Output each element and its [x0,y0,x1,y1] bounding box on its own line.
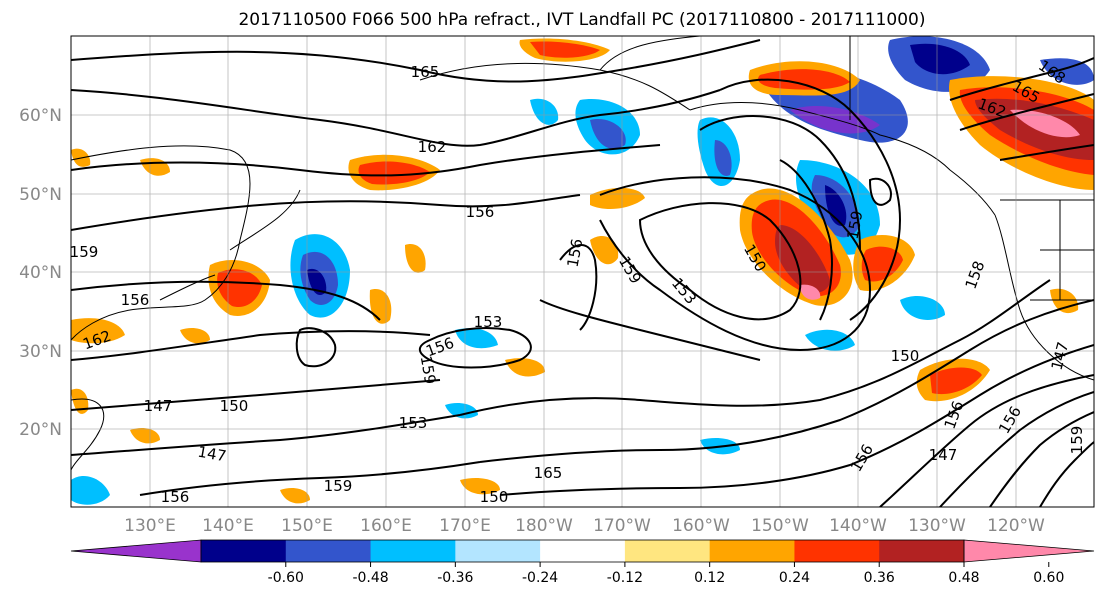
colorbar-tick-label: -0.60 [268,570,304,586]
colorbar-tick-label: 0.36 [864,570,895,586]
latitude-labels: 60°N 50°N 40°N 30°N 20°N [19,106,62,440]
contour-label: 159 [844,209,867,240]
height-contours [71,39,1094,507]
colorbar-segment [455,540,541,562]
figure-title: 2017110500 F066 500 hPa refract., IVT La… [238,10,925,30]
lon-tick-label: 140°E [202,516,254,536]
lon-tick-label: 130°W [908,516,966,536]
contour-label: 147 [929,446,958,464]
lon-tick-label: 150°W [751,516,809,536]
lon-tick-label: 120°W [987,516,1045,536]
colorbar-frame [200,539,965,563]
colorbar-extend-high [963,539,1095,563]
colorbar-tick-label: -0.36 [437,570,473,586]
lon-tick-label: 170°E [439,516,491,536]
contour-label: 147 [196,443,227,466]
colorbar-tick-label: 0.12 [694,570,725,586]
lon-tick-label: 150°E [281,516,333,536]
lat-tick-label: 20°N [19,420,62,440]
colorbar-segment [879,540,965,562]
coastlines [71,36,1094,471]
contour-label: 156 [466,203,495,221]
contour-label: 150 [220,397,249,415]
contour-label: 162 [418,138,447,156]
lat-tick-label: 50°N [19,185,62,205]
colorbar-tick-label: -0.12 [607,570,643,586]
colorbar-tick-label: 0.60 [1033,570,1064,586]
contour-label: 156 [564,237,587,268]
contour-label: 150 [891,347,920,365]
lon-tick-label: 140°W [829,516,887,536]
lat-tick-label: 60°N [19,106,62,126]
contour-label: 159 [1068,426,1086,455]
colorbar-segment [709,540,795,562]
lon-tick-label: 160°E [360,516,412,536]
longitude-labels: 130°E 140°E 150°E 160°E 170°E 180°W 170°W 160°W… [124,516,1045,536]
graticule [71,36,1094,507]
colorbar-segment [794,540,880,562]
lon-tick-label: 130°E [124,516,176,536]
colorbar-tick-label: 0.48 [948,570,979,586]
colorbar-segment [285,540,372,562]
colorbar-tick-label: -0.24 [522,570,558,586]
colorbar-segment [624,540,711,562]
map-frame [70,35,1095,508]
contour-label: 159 [324,477,353,495]
colorbar-segment [540,540,626,562]
contour-label: 159 [70,243,99,261]
contour-label: 147 [144,397,173,415]
colorbar-tick-labels: -0.60 -0.48 -0.36 -0.24 -0.12 0.12 0.24 0.36 0.4… [268,562,1064,586]
colorbar-extend-low [70,539,202,563]
lon-tick-label: 160°W [672,516,730,536]
contour-label: 150 [480,488,509,506]
colorbar-tick-label: -0.48 [352,570,388,586]
lon-tick-label: 180°W [515,516,573,536]
lat-tick-label: 40°N [19,263,62,283]
contour-label: 153 [399,414,428,432]
contour-label: 159 [417,354,440,385]
contour-label: 156 [161,488,190,506]
contour-label: 156 [121,291,150,309]
colorbar-tick-label: 0.24 [779,570,810,586]
lon-tick-label: 170°W [593,516,651,536]
contour-label: 165 [411,63,440,81]
lat-tick-label: 30°N [19,342,62,362]
colorbar-segment [370,540,456,562]
contour-label: 153 [474,313,503,331]
colorbar [70,539,1095,563]
contour-label: 165 [534,464,563,482]
colorbar-segment [201,540,287,562]
